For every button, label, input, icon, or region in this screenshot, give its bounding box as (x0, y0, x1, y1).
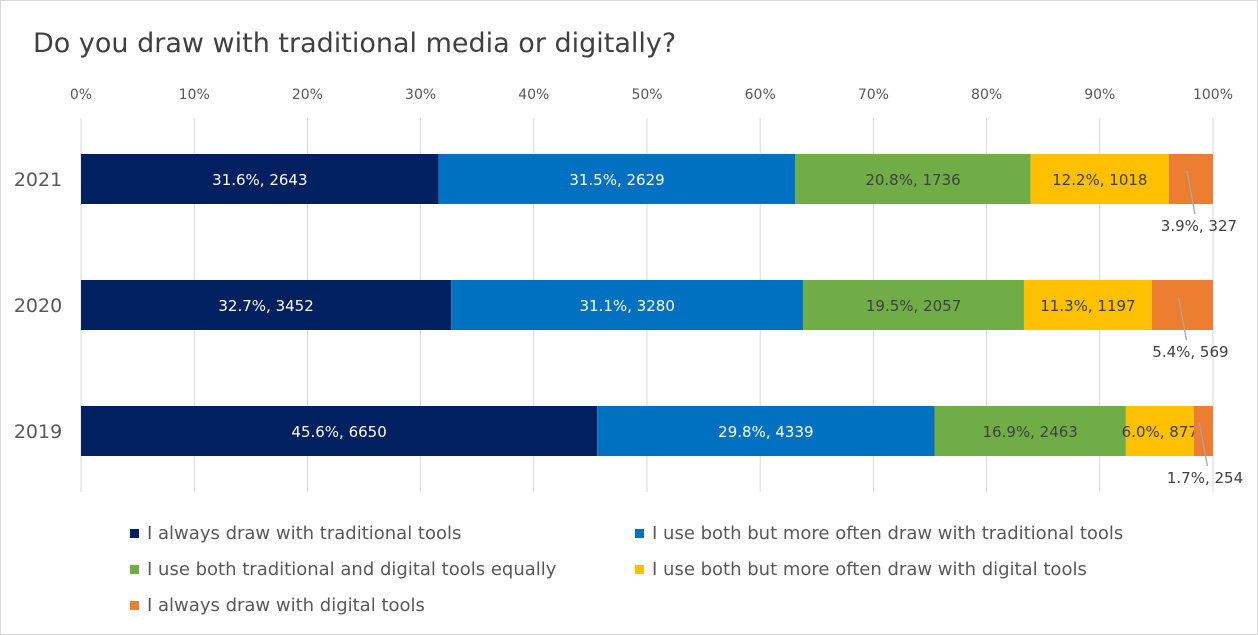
legend-swatch (635, 565, 644, 574)
legend-swatch (130, 601, 139, 610)
bar-segment (597, 406, 935, 456)
bar-segment (795, 154, 1031, 204)
data-label: 3.9%, 327 (1161, 217, 1237, 235)
legend-item: I always draw with digital tools (130, 595, 425, 616)
data-label: 32.7%, 3452 (218, 297, 313, 315)
legend-label: I always draw with traditional tools (147, 523, 462, 544)
x-tick-label: 80% (971, 87, 1002, 103)
bar-segment (1193, 406, 1213, 456)
legend-item: I use both but more often draw with trad… (635, 523, 1123, 544)
bar-segment (438, 154, 796, 204)
y-category-label: 2021 (14, 169, 62, 191)
data-label: 6.0%, 877 (1122, 423, 1198, 441)
legend-label: I use both traditional and digital tools… (147, 559, 557, 580)
x-tick-label: 50% (631, 87, 662, 103)
legend-label: I always draw with digital tools (147, 595, 425, 616)
bar-segment (1023, 280, 1152, 330)
x-tick-label: 100% (1193, 87, 1233, 103)
legend-item: I use both traditional and digital tools… (130, 559, 556, 580)
x-tick-label: 20% (292, 87, 323, 103)
data-label: 31.6%, 2643 (212, 171, 307, 189)
bar-segment (451, 280, 804, 330)
legend-item: I always draw with traditional tools (130, 523, 461, 544)
leader-line (1177, 296, 1188, 341)
bar-segment (1151, 280, 1213, 330)
leader-line (1198, 422, 1209, 467)
bar-segment (934, 406, 1126, 456)
data-label: 11.3%, 1197 (1040, 297, 1135, 315)
legend-swatch (130, 529, 139, 538)
data-label: 12.2%, 1018 (1052, 171, 1147, 189)
bar-segment (81, 154, 439, 204)
data-label: 45.6%, 6650 (291, 423, 386, 441)
chart-title: Do you draw with traditional media or di… (33, 28, 677, 59)
data-label: 20.8%, 1736 (865, 171, 960, 189)
data-label: 1.7%, 254 (1167, 469, 1243, 487)
y-category-label: 2020 (14, 295, 62, 317)
data-label: 31.1%, 3280 (580, 297, 675, 315)
data-label: 16.9%, 2463 (982, 423, 1077, 441)
data-label: 5.4%, 569 (1152, 343, 1228, 361)
bar-segment (1168, 154, 1213, 204)
data-label: 31.5%, 2629 (569, 171, 664, 189)
legend-label: I use both but more often draw with digi… (652, 559, 1087, 580)
y-category-label: 2019 (14, 421, 62, 443)
x-tick-label: 60% (745, 87, 776, 103)
bar-segment (1125, 406, 1194, 456)
bar-segment (803, 280, 1024, 330)
bar-segment (1030, 154, 1169, 204)
x-tick-label: 10% (179, 87, 210, 103)
data-label: 29.8%, 4339 (718, 423, 813, 441)
legend-label: I use both but more often draw with trad… (652, 523, 1124, 544)
x-tick-label: 30% (405, 87, 436, 103)
legend: I always draw with traditional tools I us… (130, 523, 1230, 623)
leader-line (1186, 170, 1196, 215)
x-tick-label: 0% (70, 87, 92, 103)
legend-swatch (130, 565, 139, 574)
chart-plot: 0% 10% 20% 30% 40% 50% 60% 70% 80% 90% 100% 2021 202… (14, 87, 1243, 492)
x-tick-label: 90% (1084, 87, 1115, 103)
legend-item: I use both but more often draw with digi… (635, 559, 1087, 580)
bar-segment (81, 406, 598, 456)
x-tick-label: 70% (858, 87, 889, 103)
bar-segment (81, 280, 452, 330)
x-tick-label: 40% (518, 87, 549, 103)
legend-swatch (635, 529, 644, 538)
data-label: 19.5%, 2057 (866, 297, 961, 315)
